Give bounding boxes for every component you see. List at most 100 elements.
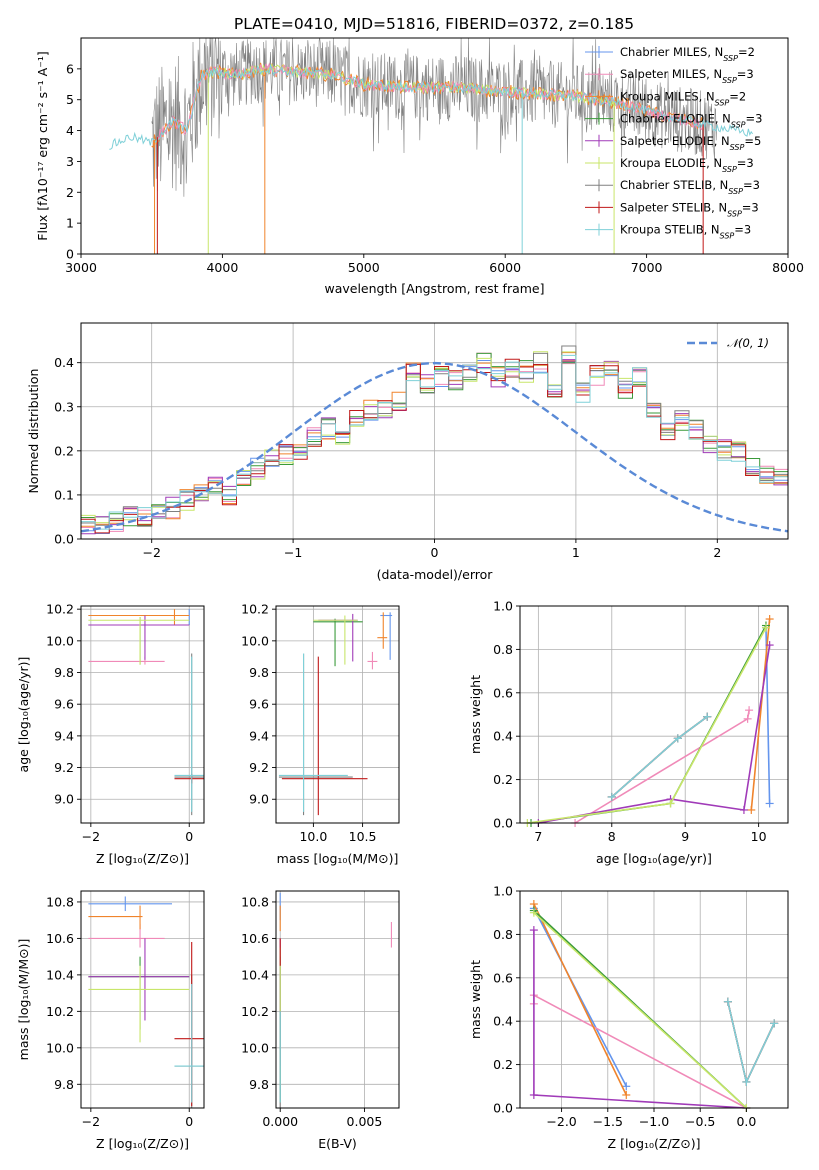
x-axis-label: (data-model)/error — [377, 567, 494, 582]
legend-entry: Salpeter MILES, NSSP=3 — [620, 67, 754, 85]
y-tick-label: 9.2 — [249, 760, 269, 775]
x-tick-label: 0 — [431, 545, 439, 560]
y-tick-label: 0.3 — [54, 399, 74, 414]
y-tick-label: 0.4 — [54, 355, 74, 370]
plot-area — [523, 615, 774, 827]
figure-title: PLATE=0410, MJD=51816, FIBERID=0372, z=0… — [234, 15, 634, 33]
mass-weight-line — [530, 625, 767, 824]
y-tick-label: 0.4 — [493, 729, 513, 744]
y-tick-label: 9.8 — [249, 665, 269, 680]
x-tick-label: 5000 — [348, 260, 380, 275]
mass-weight-line — [727, 1001, 775, 1085]
x-axis-label: Z [log₁₀(Z/Z⊙)] — [96, 1136, 189, 1151]
legend-entry: Salpeter STELIB, NSSP=3 — [620, 200, 759, 218]
x-tick-label: 7000 — [631, 260, 663, 275]
spectrum-panel: 3000 4000 5000 6000 7000 8000 0 1 2 3 4 5 6 wavelengt… — [35, 37, 804, 296]
y-tick-label: 9.2 — [54, 760, 74, 775]
x-tick-label: 3000 — [65, 260, 97, 275]
y-axis-label: Normed distribution — [26, 369, 41, 494]
x-tick-label: −1.0 — [639, 1114, 669, 1129]
plot-area — [88, 609, 204, 816]
x-tick-label: 0.0 — [736, 1114, 756, 1129]
x-tick-label: −1 — [284, 545, 302, 560]
y-tick-label: 0 — [66, 247, 74, 262]
x-tick-label: 0 — [185, 1114, 193, 1129]
age-vs-mass-panel: 10.0 10.5 9.0 9.2 9.4 9.6 9.8 10.0 10.2 mass [log… — [241, 602, 400, 866]
y-tick-label: 0.8 — [493, 642, 513, 657]
mass-vs-ebv-panel: 0.000 0.005 9.8 10.0 10.2 10.4 10.6 10.8 E(B-V) — [241, 890, 400, 1151]
legend: Chabrier MILES, NSSP=2 Salpeter MILES, NS… — [585, 45, 762, 240]
y-tick-label: 9.6 — [54, 697, 74, 712]
y-tick-label: 10.8 — [46, 894, 74, 909]
histogram-step-line — [81, 354, 788, 539]
mass-weight-vs-metallicity-panel: −2.0 −1.5 −1.0 −0.5 0.0 0.0 0.2 0.4 0.6 0.8 1.0 Z [… — [468, 884, 789, 1151]
y-tick-label: 4 — [66, 123, 74, 138]
x-tick-label: −2 — [82, 829, 100, 844]
y-axis-label: Flux [fλ10⁻¹⁷ erg cm⁻² s⁻¹ A⁻¹] — [35, 51, 50, 240]
x-axis-label: Z [log₁₀(Z/Z⊙)] — [96, 851, 189, 866]
plot-area — [81, 345, 788, 539]
x-tick-label: 10 — [751, 829, 767, 844]
mass-weight-line — [538, 644, 771, 824]
plot-area — [278, 612, 393, 816]
legend-entry: Salpeter ELODIE, NSSP=5 — [620, 134, 761, 152]
y-tick-label: 0.6 — [493, 970, 513, 985]
mass-weight-line — [533, 912, 747, 1109]
x-axis-label: mass [log₁₀(M/M⊙)] — [277, 851, 399, 866]
legend-entry: Chabrier STELIB, NSSP=3 — [620, 178, 760, 196]
x-tick-label: 0.005 — [347, 1114, 383, 1129]
y-tick-label: 10.0 — [241, 633, 269, 648]
y-tick-label: 0.0 — [493, 816, 513, 831]
x-tick-label: 4000 — [206, 260, 238, 275]
plot-area — [109, 38, 754, 254]
legend-entry: Chabrier MILES, NSSP=2 — [620, 45, 755, 63]
legend-entry: Kroupa STELIB, NSSP=3 — [620, 223, 751, 241]
y-tick-label: 0.2 — [493, 772, 513, 787]
axes-frame — [80, 890, 205, 1109]
y-tick-label: 6 — [66, 61, 74, 76]
legend-entry: Kroupa MILES, NSSP=2 — [620, 89, 746, 107]
mass-weight-line — [750, 618, 771, 811]
mass-weight-line — [533, 993, 747, 1109]
y-tick-label: 1 — [66, 216, 74, 231]
y-tick-label: 0.2 — [54, 443, 74, 458]
mass-weight-line — [527, 627, 767, 824]
y-tick-label: 10.2 — [241, 1004, 269, 1019]
axes-frame — [80, 37, 789, 255]
histogram-step-line — [81, 358, 788, 539]
residual-histogram-panel: −2 −1 0 1 2 0.0 0.1 0.2 0.3 0.4 (data-model)/error… — [26, 322, 789, 582]
mass-weight-line — [727, 1001, 775, 1085]
normal-curve — [81, 361, 788, 533]
y-tick-label: 10.4 — [46, 967, 74, 982]
plot-area — [279, 892, 392, 1108]
y-tick-label: 10.6 — [46, 931, 74, 946]
x-tick-label: 8000 — [772, 260, 804, 275]
y-tick-label: 0.4 — [493, 1014, 513, 1029]
x-tick-label: −1.5 — [593, 1114, 623, 1129]
y-tick-label: 0.6 — [493, 685, 513, 700]
age-vs-metallicity-panel: −2 0 9.0 9.2 9.4 9.6 9.8 10.0 10.2 Z [log₁₀(Z/Z⊙)… — [16, 602, 205, 866]
x-tick-label: −2.0 — [546, 1114, 576, 1129]
mass-weight-line — [533, 903, 628, 1096]
y-axis-label: mass weight — [468, 960, 483, 1039]
x-tick-label: 10.5 — [349, 829, 377, 844]
x-tick-label: 2 — [713, 545, 721, 560]
mass-weight-line — [611, 716, 708, 798]
histogram-step-line — [81, 345, 788, 539]
legend-entry: Kroupa ELODIE, NSSP=3 — [620, 156, 754, 174]
y-tick-label: 0.8 — [493, 927, 513, 942]
legend-entry: Chabrier ELODIE, NSSP=3 — [620, 112, 762, 130]
y-axis-label: age [log₁₀(age/yr)] — [16, 657, 31, 773]
x-axis-label: age [log₁₀(age/yr)] — [596, 851, 712, 866]
x-axis-label: wavelength [Angstrom, rest frame] — [324, 281, 544, 296]
y-tick-label: 9.4 — [54, 728, 74, 743]
x-axis-label: E(B-V) — [318, 1136, 357, 1151]
y-tick-label: 10.2 — [241, 602, 269, 617]
x-tick-label: 9 — [681, 829, 689, 844]
x-tick-label: 6000 — [489, 260, 521, 275]
axes-frame — [275, 890, 400, 1109]
axes-frame — [519, 605, 789, 824]
x-tick-label: −0.5 — [685, 1114, 715, 1129]
y-tick-label: 10.0 — [46, 633, 74, 648]
